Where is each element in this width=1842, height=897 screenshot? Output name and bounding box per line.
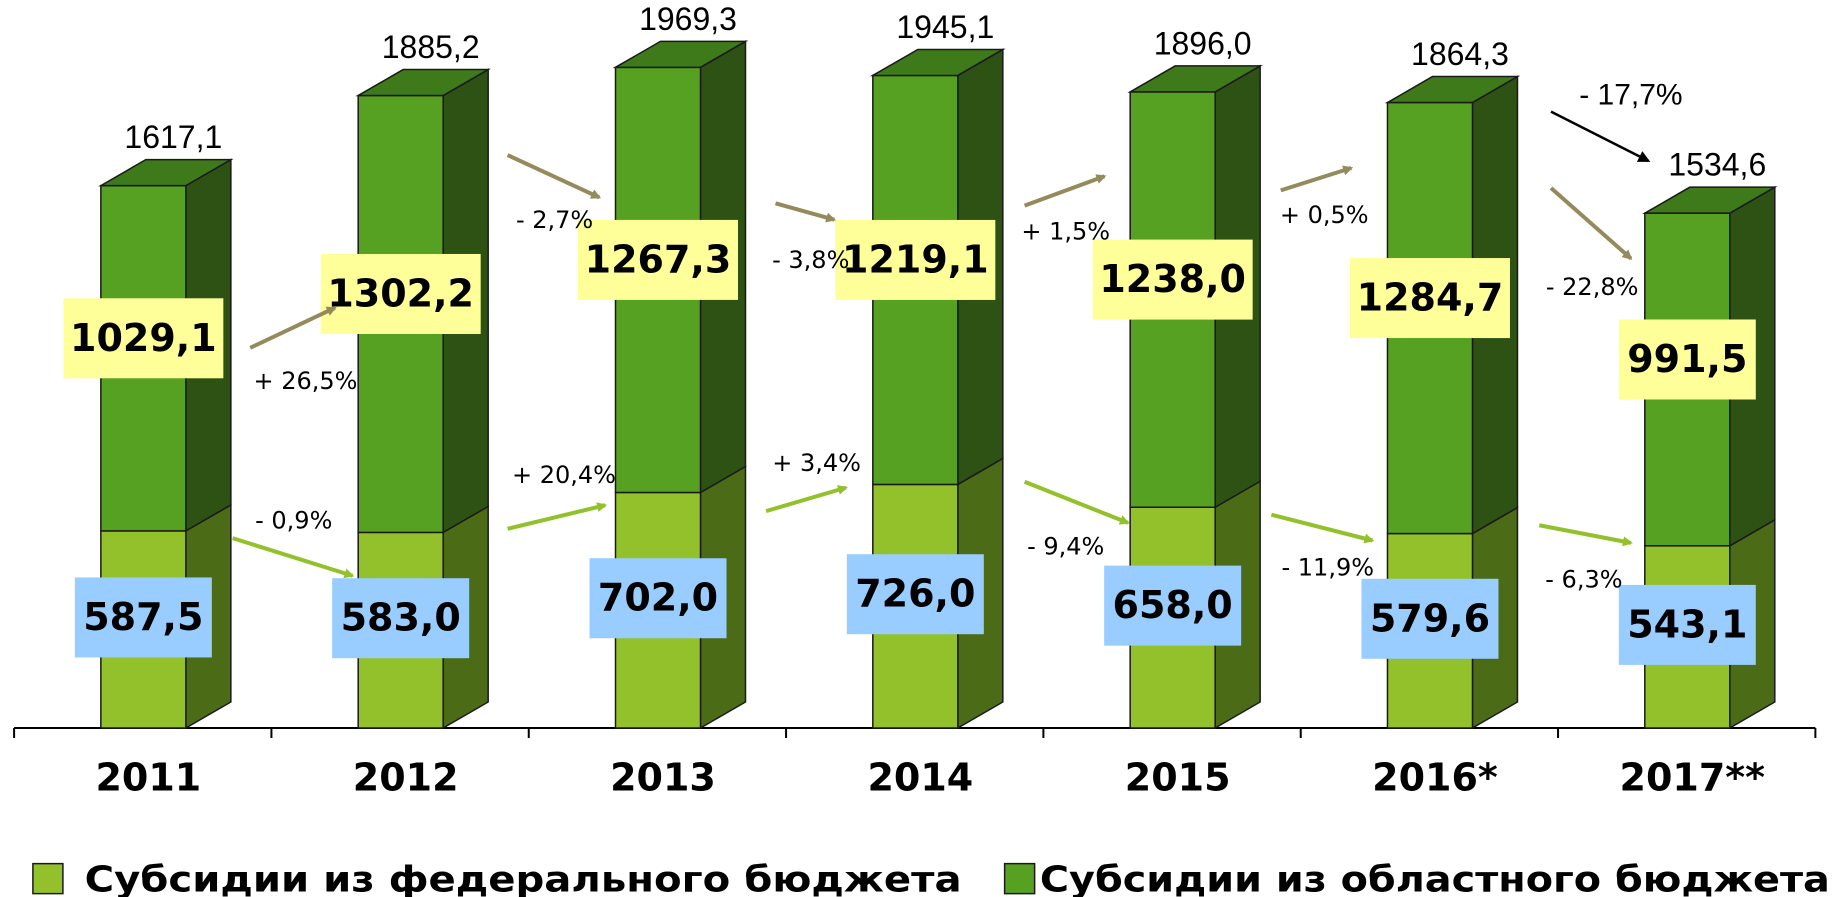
value-label: 1267,3 [585, 237, 732, 281]
value-label-box [1618, 319, 1756, 400]
change-label: + 20,4% [512, 461, 616, 489]
change-label: - 6,3% [1545, 565, 1622, 593]
change-label: - 11,9% [1281, 554, 1374, 582]
value-label: 1029,1 [70, 316, 217, 360]
value-label-box [1092, 239, 1253, 320]
change-label: - 2,7% [516, 206, 593, 234]
total-label: 1617,1 [124, 119, 222, 155]
change-arrow [1023, 479, 1130, 525]
change-label: - 22,8% [1546, 273, 1639, 301]
value-label: 583,0 [341, 596, 461, 640]
value-label: 1219,1 [842, 237, 989, 281]
total-label: 1864,3 [1411, 36, 1509, 72]
change-arrow [1538, 523, 1633, 547]
total-change-arrow [1550, 110, 1651, 163]
change-label: - 0,9% [255, 507, 332, 535]
x-tick-label: 2011 [95, 756, 201, 800]
total-label: 1885,2 [382, 29, 480, 65]
total-label: 1969,3 [639, 1, 737, 37]
value-label: 579,6 [1370, 596, 1490, 640]
total-change-label: - 17,7% [1579, 78, 1682, 111]
change-label: + 26,5% [254, 367, 358, 395]
value-label-box [1104, 565, 1242, 646]
x-tick-label: 2012 [353, 756, 459, 800]
bar-top [355, 68, 491, 97]
change-arrow [1280, 165, 1354, 193]
value-label-box [835, 219, 996, 300]
total-label: 1945,1 [896, 9, 994, 45]
change-arrow [249, 306, 337, 350]
value-label: 1302,2 [327, 271, 474, 315]
value-label: 1238,0 [1099, 257, 1246, 301]
x-tick-label: 2013 [610, 756, 716, 800]
value-label-box [1618, 584, 1756, 665]
legend-label: Субсидии из федерального бюджета [85, 859, 962, 897]
bar-top [1642, 186, 1778, 214]
value-label-box [63, 298, 224, 379]
change-label: - 9,4% [1027, 533, 1104, 561]
bar-top [1127, 65, 1263, 93]
value-label-box [74, 577, 212, 658]
total-label: 1896,0 [1154, 25, 1252, 61]
change-arrow [774, 201, 837, 223]
total-label: 1534,6 [1668, 147, 1766, 183]
x-tick-label: 2014 [867, 756, 973, 800]
change-label: + 1,5% [1021, 218, 1110, 246]
value-label: 991,5 [1627, 337, 1747, 381]
value-label-box [1349, 258, 1510, 339]
change-label: + 3,4% [772, 449, 861, 477]
change-arrow [232, 536, 355, 579]
value-label: 726,0 [855, 572, 975, 616]
value-label: 543,1 [1627, 602, 1747, 646]
change-arrow [507, 502, 608, 531]
change-arrow [1023, 174, 1107, 208]
legend-swatch [32, 862, 64, 895]
value-label-box [332, 578, 470, 659]
value-label: 702,0 [598, 576, 718, 620]
change-label: - 3,8% [772, 246, 849, 274]
change-arrow [506, 153, 602, 200]
value-label-box [1361, 578, 1499, 659]
change-arrow [765, 485, 848, 514]
value-label-box [846, 554, 984, 635]
value-label-box [320, 253, 481, 334]
bar-top [612, 40, 749, 69]
x-tick-label: 2016* [1372, 756, 1498, 800]
change-label: + 0,5% [1280, 201, 1369, 229]
legend-swatch [1003, 862, 1036, 895]
bar-top [98, 158, 234, 187]
legend-label: Субсидии из областного бюджета [1040, 859, 1830, 897]
bar-top [870, 48, 1006, 77]
value-label: 587,5 [83, 595, 203, 639]
value-label-box [589, 558, 727, 639]
bar-top [1384, 75, 1521, 104]
value-label-box [578, 219, 738, 300]
change-arrow [1270, 512, 1375, 544]
x-tick-label: 2017** [1620, 756, 1766, 800]
change-arrow [1549, 186, 1633, 260]
value-label: 1284,7 [1357, 276, 1504, 320]
x-tick-label: 2015 [1125, 756, 1231, 800]
value-label: 658,0 [1113, 583, 1233, 627]
